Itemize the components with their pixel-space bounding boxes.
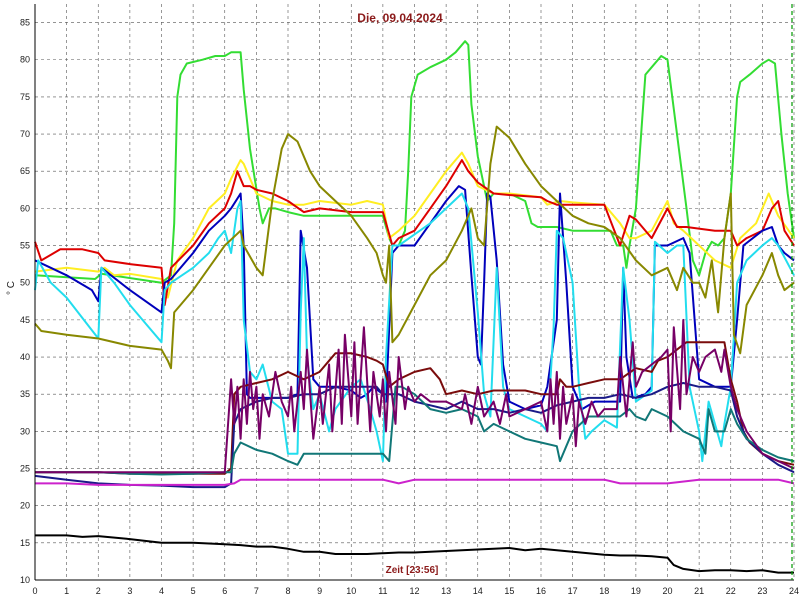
y-tick-label: 35	[20, 389, 30, 399]
x-tick-label: 7	[254, 586, 259, 596]
y-tick-label: 40	[20, 352, 30, 362]
series-line-6	[34, 125, 795, 370]
x-tick-label: 22	[726, 586, 736, 596]
y-tick-label: 75	[20, 92, 30, 102]
x-tick-label: 23	[757, 586, 767, 596]
y-tick-label: 50	[20, 278, 30, 288]
series-line-12	[35, 534, 794, 574]
y-tick-label: 30	[20, 426, 30, 436]
y-tick-label: 20	[20, 501, 30, 511]
y-tick-label: 80	[20, 55, 30, 65]
series-line-5	[34, 192, 795, 463]
x-tick-label: 5	[191, 586, 196, 596]
x-tick-label: 8	[285, 586, 290, 596]
x-tick-label: 17	[568, 586, 578, 596]
x-tick-label: 1	[64, 586, 69, 596]
x-tick-label: 10	[346, 586, 356, 596]
y-tick-label: 25	[20, 464, 30, 474]
x-tick-label: 18	[599, 586, 609, 596]
x-tick-label: 15	[504, 586, 514, 596]
x-tick-label: 21	[694, 586, 704, 596]
x-tick-label: 9	[317, 586, 322, 596]
series-line-4	[34, 185, 795, 411]
series-line-1	[34, 40, 795, 284]
y-tick-label: 60	[20, 203, 30, 213]
x-tick-label: 11	[378, 586, 387, 596]
x-tick-label: 12	[409, 586, 419, 596]
x-tick-label: 16	[536, 586, 546, 596]
x-tick-label: 14	[473, 586, 483, 596]
series-line-10	[35, 478, 795, 486]
y-tick-label: 85	[20, 18, 30, 28]
x-axis-label: Zeit [23:56]	[386, 565, 439, 576]
x-tick-label: 3	[127, 586, 132, 596]
x-tick-label: 2	[96, 586, 101, 596]
series-line-3	[34, 159, 795, 306]
x-tick-label: 13	[441, 586, 451, 596]
y-tick-label: 70	[20, 129, 30, 139]
series-layer	[34, 40, 795, 574]
chart-title: Die, 09.04.2024	[357, 11, 443, 25]
series-line-9	[35, 385, 795, 476]
y-tick-label: 15	[20, 538, 30, 548]
x-tick-label: 6	[222, 586, 227, 596]
y-tick-label: 55	[20, 241, 30, 251]
x-tick-label: 19	[631, 586, 641, 596]
y-tick-label: 65	[20, 166, 30, 176]
x-tick-label: 4	[159, 586, 164, 596]
y-tick-label: 10	[20, 575, 30, 585]
y-tick-label: 45	[20, 315, 30, 325]
y-axis-label: ° C	[6, 281, 17, 295]
x-tick-label: 20	[662, 586, 672, 596]
x-tick-label: 0	[32, 586, 37, 596]
series-line-11	[35, 318, 795, 474]
x-tick-label: 24	[789, 586, 799, 596]
